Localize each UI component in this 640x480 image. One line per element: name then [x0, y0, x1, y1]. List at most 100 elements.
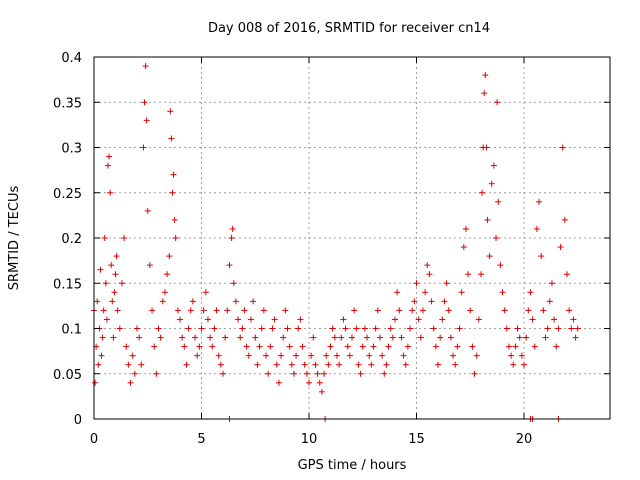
data-point: [505, 343, 512, 350]
data-point: [483, 144, 490, 151]
data-point: [131, 370, 138, 377]
data-point: [325, 361, 332, 368]
data-point: [419, 307, 426, 314]
data-point: [207, 334, 214, 341]
data-point: [106, 153, 113, 160]
data-point: [389, 334, 396, 341]
data-point: [333, 352, 340, 359]
data-point: [303, 370, 310, 377]
data-point: [323, 352, 330, 359]
data-point: [290, 370, 297, 377]
data-point: [452, 361, 459, 368]
data-point: [394, 289, 401, 296]
data-point: [103, 316, 110, 323]
data-point: [278, 352, 285, 359]
plot-frame: [93, 56, 611, 420]
data-point: [396, 307, 403, 314]
data-point: [107, 189, 114, 196]
data-point: [288, 361, 295, 368]
data-point: [143, 117, 150, 124]
data-point: [174, 307, 181, 314]
data-point: [540, 307, 547, 314]
data-point: [561, 216, 568, 223]
data-point: [141, 99, 148, 106]
data-point: [200, 307, 207, 314]
data-point: [538, 253, 545, 260]
data-point: [495, 198, 502, 205]
data-point: [111, 289, 118, 296]
data-point: [493, 235, 500, 241]
data-point: [237, 334, 244, 341]
data-point: [409, 307, 416, 314]
data-point: [101, 235, 108, 241]
data-point: [241, 307, 248, 314]
x-axis-label: GPS time / hours: [298, 458, 407, 473]
data-point: [342, 325, 349, 332]
data-point: [338, 334, 345, 341]
data-point: [321, 370, 328, 377]
data-point: [108, 262, 115, 269]
data-point: [171, 216, 178, 223]
data-point: [97, 266, 104, 273]
data-point: [134, 325, 140, 332]
data-point: [136, 334, 143, 341]
data-point: [116, 325, 123, 332]
data-point: [379, 352, 386, 359]
data-point: [159, 298, 166, 305]
y-tick-label: 0.3: [61, 142, 82, 157]
data-point: [439, 316, 446, 323]
data-point: [542, 334, 549, 341]
data-point: [196, 343, 203, 350]
data-point: [508, 352, 515, 359]
data-point: [202, 289, 209, 296]
data-point: [344, 343, 351, 350]
data-point: [475, 316, 482, 323]
data-point: [469, 343, 476, 350]
data-point: [181, 343, 188, 350]
data-point: [250, 298, 257, 305]
y-tick-label: 0.25: [53, 187, 82, 202]
data-point: [465, 271, 472, 278]
data-point: [329, 325, 336, 332]
data-point: [430, 325, 437, 332]
data-point: [327, 343, 334, 350]
data-point: [280, 334, 287, 341]
data-point: [98, 352, 105, 359]
data-point: [402, 361, 409, 368]
data-point: [217, 361, 224, 368]
data-point: [318, 388, 325, 395]
data-point: [529, 316, 536, 323]
data-point: [187, 307, 194, 314]
data-point: [263, 352, 269, 359]
data-point: [113, 253, 120, 260]
data-point: [215, 352, 222, 359]
data-point: [364, 334, 371, 341]
data-point: [407, 325, 414, 332]
data-point: [462, 225, 469, 232]
data-point: [486, 253, 493, 260]
data-point: [170, 171, 177, 178]
y-tick-label: 0: [74, 413, 82, 428]
data-point: [316, 379, 323, 386]
data-point: [546, 298, 553, 305]
x-tick-label: 5: [197, 432, 205, 447]
data-point: [564, 271, 570, 278]
data-point: [400, 352, 407, 359]
y-tick-label: 0.35: [53, 96, 82, 111]
data-point: [385, 343, 392, 350]
data-point: [235, 316, 242, 323]
data-point: [112, 271, 119, 278]
data-point: [413, 280, 420, 287]
x-tick-label: 0: [90, 432, 98, 447]
data-point: [169, 189, 176, 196]
data-point: [146, 262, 153, 269]
data-point: [488, 180, 495, 187]
data-point: [100, 307, 107, 314]
data-point: [220, 370, 226, 377]
data-point: [503, 325, 510, 332]
data-point: [376, 334, 383, 341]
data-point: [510, 361, 517, 368]
data-point: [104, 162, 111, 169]
